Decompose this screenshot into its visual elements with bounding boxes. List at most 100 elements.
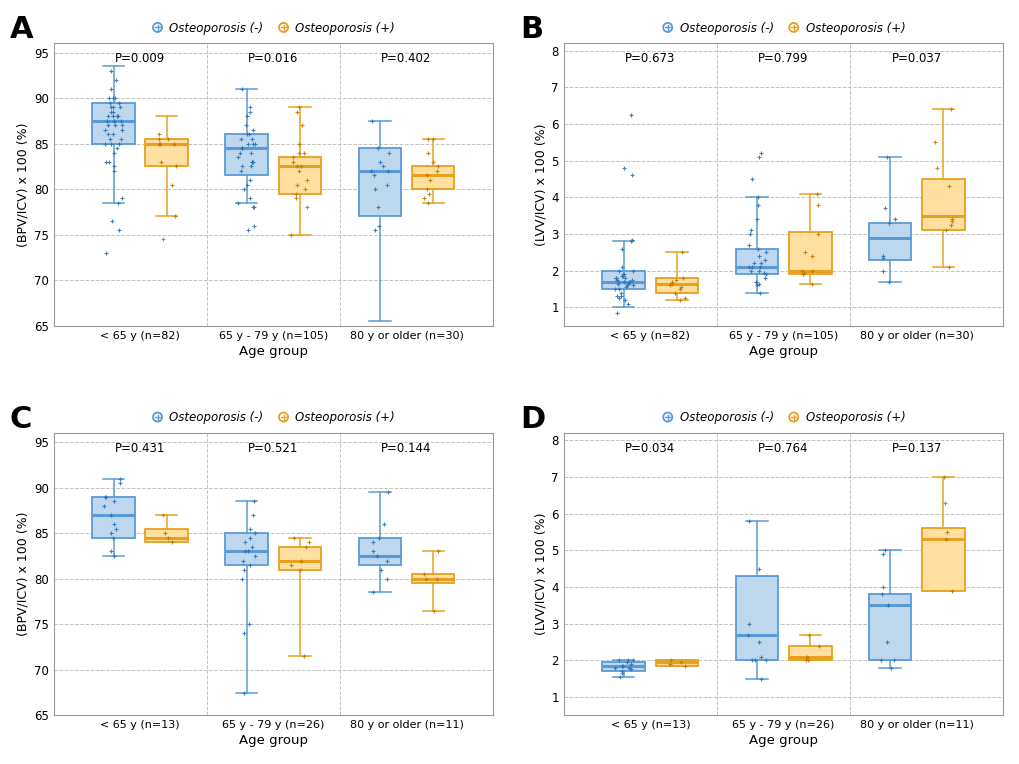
Point: [749, 191, 765, 203]
Point: [677, 292, 693, 304]
Point: [233, 142, 250, 154]
Point: [371, 219, 387, 231]
Text: P=0.009: P=0.009: [115, 52, 165, 65]
Text: B: B: [520, 15, 542, 44]
Bar: [921, 529, 964, 591]
Point: [663, 277, 680, 290]
Bar: [868, 594, 911, 660]
Point: [793, 264, 809, 277]
Point: [621, 276, 637, 288]
Point: [101, 92, 117, 104]
Point: [100, 128, 116, 141]
Point: [419, 183, 435, 195]
Point: [625, 654, 641, 666]
Point: [751, 286, 767, 299]
Bar: [146, 529, 187, 542]
Text: P=0.402: P=0.402: [381, 52, 431, 65]
Point: [420, 196, 436, 209]
Point: [99, 115, 115, 127]
Point: [151, 138, 167, 150]
Point: [108, 110, 124, 122]
Point: [105, 147, 121, 159]
Point: [238, 110, 255, 122]
Point: [803, 264, 819, 277]
Point: [418, 572, 434, 584]
Text: C: C: [9, 405, 32, 434]
Point: [795, 268, 811, 280]
Point: [291, 564, 308, 576]
Point: [159, 133, 175, 145]
Point: [677, 659, 693, 672]
Text: P=0.037: P=0.037: [891, 52, 941, 65]
Point: [109, 196, 125, 209]
Point: [106, 518, 122, 530]
Bar: [359, 148, 400, 216]
Bar: [602, 270, 644, 289]
Point: [243, 160, 259, 173]
Point: [105, 160, 121, 173]
Point: [288, 105, 305, 118]
Point: [752, 672, 768, 685]
Point: [237, 119, 254, 131]
Point: [366, 170, 382, 182]
Point: [364, 536, 380, 549]
Point: [380, 147, 396, 159]
Point: [936, 225, 953, 237]
Point: [111, 138, 127, 150]
Point: [98, 247, 114, 259]
Point: [740, 239, 756, 251]
Point: [231, 147, 248, 159]
Point: [110, 224, 126, 236]
Point: [103, 105, 119, 118]
Point: [610, 283, 627, 295]
Point: [419, 170, 435, 182]
Point: [936, 497, 953, 509]
Point: [623, 108, 639, 121]
Point: [367, 224, 383, 236]
Point: [612, 261, 629, 273]
Point: [618, 656, 634, 668]
Point: [113, 133, 129, 145]
Text: A: A: [9, 15, 34, 44]
Bar: [412, 575, 454, 583]
Point: [106, 165, 122, 177]
Bar: [225, 134, 268, 176]
Point: [671, 283, 687, 295]
Point: [367, 183, 383, 195]
Point: [623, 235, 639, 248]
Point: [928, 162, 945, 174]
Point: [238, 128, 255, 141]
Bar: [359, 538, 400, 565]
Point: [292, 160, 309, 173]
Point: [743, 173, 759, 185]
Point: [299, 174, 315, 186]
Point: [298, 541, 314, 553]
Point: [430, 545, 446, 558]
Point: [621, 662, 637, 674]
Point: [290, 165, 307, 177]
Point: [607, 272, 624, 284]
Point: [103, 509, 119, 521]
Bar: [225, 533, 268, 565]
Point: [103, 527, 119, 539]
Point: [615, 272, 632, 284]
Bar: [412, 167, 454, 189]
Point: [104, 532, 120, 544]
Point: [101, 133, 117, 145]
Point: [926, 136, 943, 148]
Point: [105, 105, 121, 118]
Point: [236, 545, 253, 558]
Point: [873, 581, 890, 593]
Text: P=0.034: P=0.034: [625, 442, 675, 455]
Point: [661, 658, 678, 670]
Point: [425, 156, 441, 168]
Point: [234, 83, 251, 95]
Point: [622, 663, 638, 675]
Point: [881, 662, 898, 674]
Point: [296, 650, 312, 662]
Point: [282, 559, 299, 571]
Point: [114, 119, 130, 131]
Point: [625, 264, 641, 277]
X-axis label: Age group: Age group: [748, 345, 817, 358]
Point: [365, 545, 381, 558]
